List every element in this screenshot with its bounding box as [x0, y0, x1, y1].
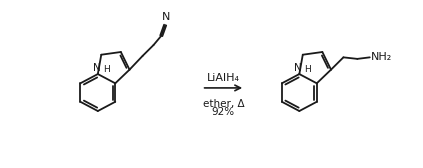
- Text: N: N: [162, 12, 170, 22]
- Text: H: H: [304, 65, 311, 74]
- Text: N: N: [93, 63, 101, 73]
- Text: LiAlH₄: LiAlH₄: [207, 73, 240, 83]
- Text: 92%: 92%: [212, 107, 235, 117]
- Text: H: H: [103, 65, 110, 74]
- Text: N: N: [294, 63, 302, 73]
- Text: ether, Δ: ether, Δ: [203, 99, 244, 110]
- Text: NH₂: NH₂: [371, 52, 393, 62]
